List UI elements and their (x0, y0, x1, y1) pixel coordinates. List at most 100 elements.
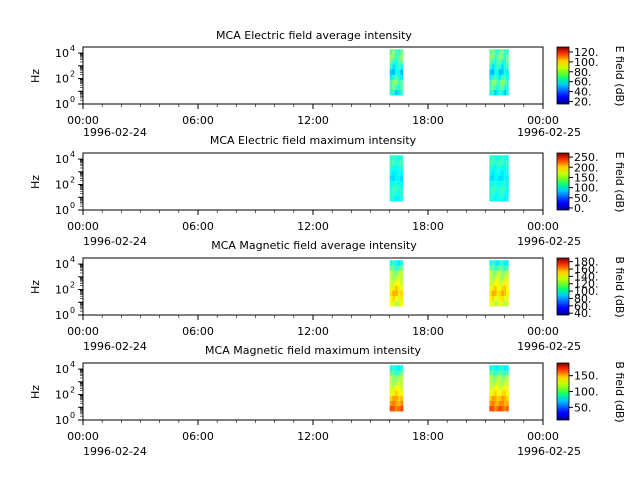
spectrogram-cell (389, 395, 393, 402)
spectrogram-cell (397, 400, 401, 407)
spectrogram-cell (496, 290, 500, 297)
spectrogram-cell (494, 54, 497, 60)
spectrogram-cell (397, 265, 401, 271)
y-tick-label: 10 (55, 389, 69, 402)
spectrogram-cell (506, 49, 509, 55)
spectrogram-cell (489, 64, 493, 70)
spectrogram-cell (503, 395, 507, 402)
spectrogram-cell (498, 69, 502, 76)
colorbar-tick-label: 100. (574, 182, 599, 195)
spectrogram-cell (491, 175, 495, 182)
y-tick-exponent: 0 (70, 306, 75, 315)
spectrogram-cell (498, 90, 502, 96)
x-tick-label: 06:00 (182, 114, 214, 127)
date-label-start: 1996-02-24 (83, 126, 147, 139)
y-axis-label: Hz (29, 385, 42, 399)
spectrogram-cell (489, 160, 493, 166)
panel-e-field-maximum: MCA Electric field maximum intensity Hz … (29, 134, 626, 248)
spectrogram-cell (503, 400, 507, 407)
date-label-end: 1996-02-25 (517, 126, 581, 139)
spectrogram-cell (395, 280, 399, 287)
spectrogram-cell (506, 54, 509, 60)
x-tick-label: 00:00 (527, 114, 559, 127)
spectrogram-cell (506, 400, 509, 407)
spectrogram-cell (506, 196, 509, 202)
spectrogram-cell (397, 59, 401, 65)
spectrogram-cell (397, 375, 401, 381)
spectrogram-cell (501, 365, 505, 371)
spectrogram-cell (389, 385, 393, 392)
x-tick-label: 12:00 (297, 114, 329, 127)
spectrogram-cell (503, 59, 507, 65)
spectrogram-cell (489, 375, 493, 381)
date-label-end: 1996-02-25 (517, 235, 581, 248)
spectrogram-cell (506, 390, 509, 397)
spectrogram-cell (496, 385, 500, 392)
spectrogram-cell (392, 375, 396, 381)
spectrogram-cell (506, 385, 509, 392)
spectrogram-cell (491, 90, 495, 96)
spectrogram-cell (395, 196, 399, 202)
spectrogram-cell (395, 380, 399, 386)
spectrogram-cell (389, 370, 393, 376)
spectrogram-cell (491, 84, 495, 91)
spectrogram-cell (491, 370, 495, 376)
spectrogram-cell (498, 370, 502, 376)
spectrogram-cell (494, 390, 497, 397)
spectrogram-cell (503, 365, 507, 371)
spectrogram-cell (400, 375, 404, 381)
x-tick-label: 18:00 (412, 430, 444, 443)
spectrogram-cell (496, 370, 500, 376)
spectrogram-cell (501, 155, 505, 161)
spectrogram-cell (506, 79, 509, 86)
spectrogram-cell (498, 59, 502, 65)
spectrogram-cell (392, 165, 396, 171)
spectrogram-cell (489, 260, 493, 266)
spectrogram-cell (395, 59, 399, 65)
spectrogram-cell (392, 175, 396, 182)
y-axis-label: Hz (29, 69, 42, 83)
spectrogram-cell (491, 390, 495, 397)
y-tick-label: 10 (55, 284, 69, 297)
spectrogram-cell (506, 74, 509, 81)
spectrogram-cell (389, 69, 393, 76)
spectrogram-cell (389, 175, 393, 182)
spectrogram-cell (392, 285, 396, 292)
spectrogram-cell (503, 385, 507, 392)
spectrogram-cell (506, 90, 509, 96)
spectrogram-cell (389, 380, 393, 386)
spectrogram-cell (491, 406, 495, 412)
spectrogram-cell (489, 69, 493, 76)
spectrogram-cell (400, 280, 404, 287)
colorbar-tick-label: 60. (574, 300, 592, 313)
panel-title: MCA Magnetic field average intensity (211, 239, 417, 252)
spectrogram-cell (494, 400, 497, 407)
spectrogram-cell (498, 400, 502, 407)
spectrogram-cell (491, 395, 495, 402)
spectrogram-cell (498, 280, 502, 287)
colorbar-label: E field (dB) (613, 152, 626, 213)
spectrogram-cell (395, 160, 399, 166)
spectrogram-cell (400, 295, 404, 302)
y-tick-label: 10 (55, 414, 69, 427)
spectrogram-cell (496, 301, 500, 307)
spectrogram-cell (392, 270, 396, 276)
spectrogram-cell (400, 285, 404, 292)
spectrogram-cell (506, 295, 509, 302)
spectrogram-cell (395, 295, 399, 302)
spectrogram-cell (395, 385, 399, 392)
spectrogram-cell (389, 74, 393, 81)
panel-b-field-average: MCA Magnetic field average intensity Hz … (29, 239, 626, 353)
spectrogram-cell (392, 385, 396, 392)
spectrogram-cell (503, 406, 507, 412)
spectrogram-cell (397, 280, 401, 287)
spectrogram-cell (489, 380, 493, 386)
spectrogram-cell (496, 185, 500, 192)
spectrogram-cell (397, 190, 401, 197)
spectrogram-cell (494, 395, 497, 402)
spectrogram-cell (501, 265, 505, 271)
spectrogram-cell (498, 301, 502, 307)
colorbar-tick-label: 0. (574, 202, 585, 215)
spectrogram-cell (494, 64, 497, 70)
spectrogram-cell (389, 260, 393, 266)
